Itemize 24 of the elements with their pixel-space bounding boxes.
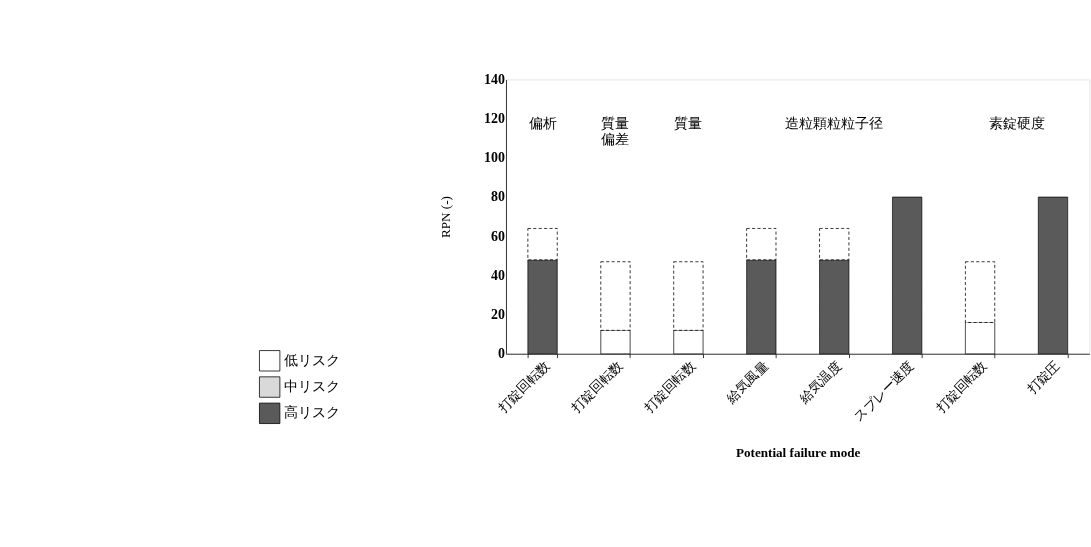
x-tick-label: 打錠回転数 [640,358,698,416]
x-tick-label: 打錠回転数 [567,358,626,416]
annotation: 質量 [674,115,703,132]
y-tick-label: 40 [491,267,505,283]
y-axis-title: RPN (-) [438,196,454,239]
legend-label: 低リスク [283,351,340,368]
y-tick-label: 140 [484,71,505,87]
x-axis-title: Potential failure mode [735,445,861,461]
annotation: 素錠硬度 [988,115,1045,132]
legend-label: 中リスク [283,377,340,394]
x-tick-label: 打錠圧 [1023,358,1063,398]
y-tick-label: 20 [491,306,505,322]
x-tick-label: 給気風量 [722,358,771,407]
annotation: 造粒顆粒粒子径 [785,115,884,132]
y-tick-label: 120 [484,110,505,126]
annotation: 質量偏差 [601,115,630,147]
legend-label: 高リスク [283,404,340,421]
x-tick-label: 給気温度 [795,358,844,407]
y-tick-label: 80 [491,189,505,205]
y-tick-label: 100 [484,150,505,166]
annotation: 偏析 [528,115,557,132]
y-tick-label: 60 [491,228,505,244]
x-tick-label: スプレー速度 [851,358,917,425]
x-tick-label: 打錠回転数 [932,358,990,416]
